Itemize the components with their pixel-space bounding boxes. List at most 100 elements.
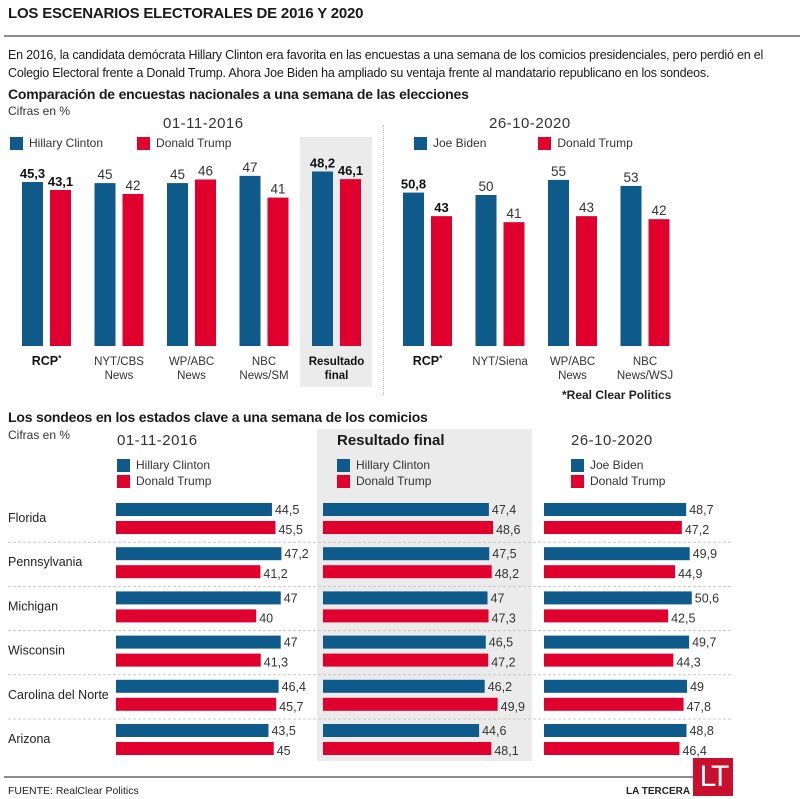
- state-bar-rep: [323, 609, 489, 623]
- bar-value-label: 50,8: [401, 177, 426, 192]
- bar-2016-dem: [94, 183, 116, 346]
- state-bar-dem: [323, 679, 485, 693]
- bar-value-label: 45: [170, 167, 185, 182]
- state-bar-dem: [116, 724, 269, 737]
- bar-value-label: 45,3: [20, 166, 45, 181]
- bar-2016-dem: [312, 171, 333, 346]
- legend-label-clinton-result: Hillary Clinton: [356, 458, 431, 472]
- bar-2020-dem: [548, 179, 569, 346]
- legend-label-clinton-states: Hillary Clinton: [136, 458, 211, 472]
- state-bar-value: 49: [690, 680, 704, 694]
- state-bar-rep: [116, 653, 261, 667]
- bar-value-label: 43: [434, 200, 448, 215]
- state-bar-value: 48,8: [689, 724, 713, 738]
- state-bar-dem: [116, 679, 279, 693]
- category-label: News/WSJ: [617, 370, 673, 382]
- category-label: News: [177, 370, 206, 382]
- state-bar-value: 47,5: [492, 547, 516, 561]
- state-bar-rep: [544, 521, 682, 534]
- state-bar-value: 45,5: [278, 523, 302, 537]
- bar-value-label: 43: [579, 200, 594, 215]
- state-bar-value: 46,5: [489, 636, 513, 650]
- state-bar-dem: [544, 591, 692, 605]
- state-bar-rep: [323, 521, 494, 534]
- state-bar-value: 47: [491, 591, 505, 605]
- state-bar-value: 48,7: [689, 503, 713, 517]
- state-bar-dem: [116, 591, 281, 605]
- state-bar-rep: [323, 697, 498, 711]
- bar-value-label: 42: [651, 203, 666, 218]
- legend-label-trump-result: Donald Trump: [356, 474, 432, 488]
- panel-result-title: Resultado final: [337, 432, 445, 449]
- state-bar-value: 47,8: [687, 700, 711, 714]
- state-bar-value: 45: [277, 744, 291, 758]
- category-label: News/SM: [239, 370, 288, 382]
- state-bar-rep: [116, 565, 261, 579]
- bar-value-label: 50: [478, 179, 493, 194]
- state-bar-value: 41,2: [263, 567, 287, 581]
- category-label: NBC: [252, 356, 276, 368]
- la-tercera-logo: LT: [693, 758, 733, 796]
- category-label: WP/ABC: [550, 356, 595, 368]
- state-bar-value: 49,9: [693, 547, 717, 561]
- state-bar-value: 41,3: [264, 656, 288, 670]
- category-label: News: [105, 370, 134, 382]
- state-bar-value: 44,5: [275, 503, 299, 517]
- national-polls-chart: 45,343,1 RCP* 45 42 NYT/CBS News 45 46 WP/ABC New…: [20, 156, 673, 382]
- state-bar-value: 46,2: [488, 680, 512, 694]
- legend-swatch-clinton-result: [337, 458, 350, 472]
- state-bar-value: 44,6: [482, 724, 506, 738]
- bar-value-label: 46: [198, 163, 213, 178]
- state-label: Michigan: [8, 599, 58, 613]
- state-bar-value: 47,3: [492, 611, 516, 625]
- legend-2016: Hillary Clinton Donald Trump: [10, 136, 231, 150]
- state-bar-value: 47,4: [492, 503, 516, 517]
- state-label: Wisconsin: [8, 644, 65, 658]
- state-bar-rep: [116, 521, 276, 534]
- state-bar-value: 42,5: [671, 611, 695, 625]
- bar-2020-rep: [431, 216, 452, 346]
- bar-value-label: 45: [97, 167, 112, 182]
- legend-swatch-trump-2020-states: [571, 474, 584, 488]
- bar-value-label: 55: [551, 164, 566, 179]
- chart-2016-title: 01-11-2016: [163, 115, 244, 132]
- state-bar-value: 47,2: [491, 656, 515, 670]
- legend-label-clinton: Hillary Clinton: [29, 136, 104, 150]
- legend-label-biden: Joe Biden: [433, 136, 487, 150]
- state-bar-value: 47: [284, 591, 298, 605]
- legend-label-trump-states: Donald Trump: [136, 474, 212, 488]
- state-bar-dem: [544, 635, 690, 649]
- bar-2020-dem: [475, 195, 497, 346]
- legend-swatch-clinton: [10, 136, 23, 150]
- states-heading: Los sondeos en los estados clave a una s…: [8, 409, 428, 425]
- panel-2016-legend: Hillary Clinton Donald Trump: [117, 457, 211, 489]
- state-bar-value: 47,2: [284, 547, 308, 561]
- panel-2020-legend: Joe Biden Donald Trump: [571, 457, 665, 489]
- state-bar-rep: [544, 742, 680, 755]
- state-bar-rep: [544, 609, 669, 623]
- footer-divider: [4, 776, 694, 778]
- category-label: RCP*: [32, 354, 62, 368]
- bar-value-label: 43,1: [48, 174, 73, 189]
- state-bar-value: 48,2: [495, 567, 519, 581]
- legend-swatch-biden: [414, 136, 427, 150]
- brand-name: LA TERCERA: [626, 786, 691, 797]
- state-bar-dem: [544, 679, 688, 693]
- title-divider: [4, 35, 800, 37]
- bar-value-label: 41: [270, 182, 285, 197]
- bar-2016-dem: [22, 182, 43, 346]
- state-bar-rep: [323, 653, 489, 667]
- state-bar-dem: [323, 547, 490, 561]
- state-bar-dem: [116, 635, 281, 649]
- national-heading: Comparación de encuestas nacionales a un…: [8, 86, 469, 102]
- legend-swatch-trump-states: [117, 474, 130, 488]
- legend-swatch-clinton-states: [117, 458, 130, 472]
- state-bar-rep: [544, 565, 676, 579]
- page-title: LOS ESCENARIOS ELECTORALES DE 2016 Y 202…: [8, 5, 364, 22]
- category-label: News: [558, 370, 587, 382]
- state-bar-value: 48,6: [496, 523, 520, 537]
- source-note: FUENTE: RealClear Politics: [8, 785, 139, 797]
- legend-swatch-trump: [137, 136, 151, 150]
- category-label: NBC: [633, 356, 657, 368]
